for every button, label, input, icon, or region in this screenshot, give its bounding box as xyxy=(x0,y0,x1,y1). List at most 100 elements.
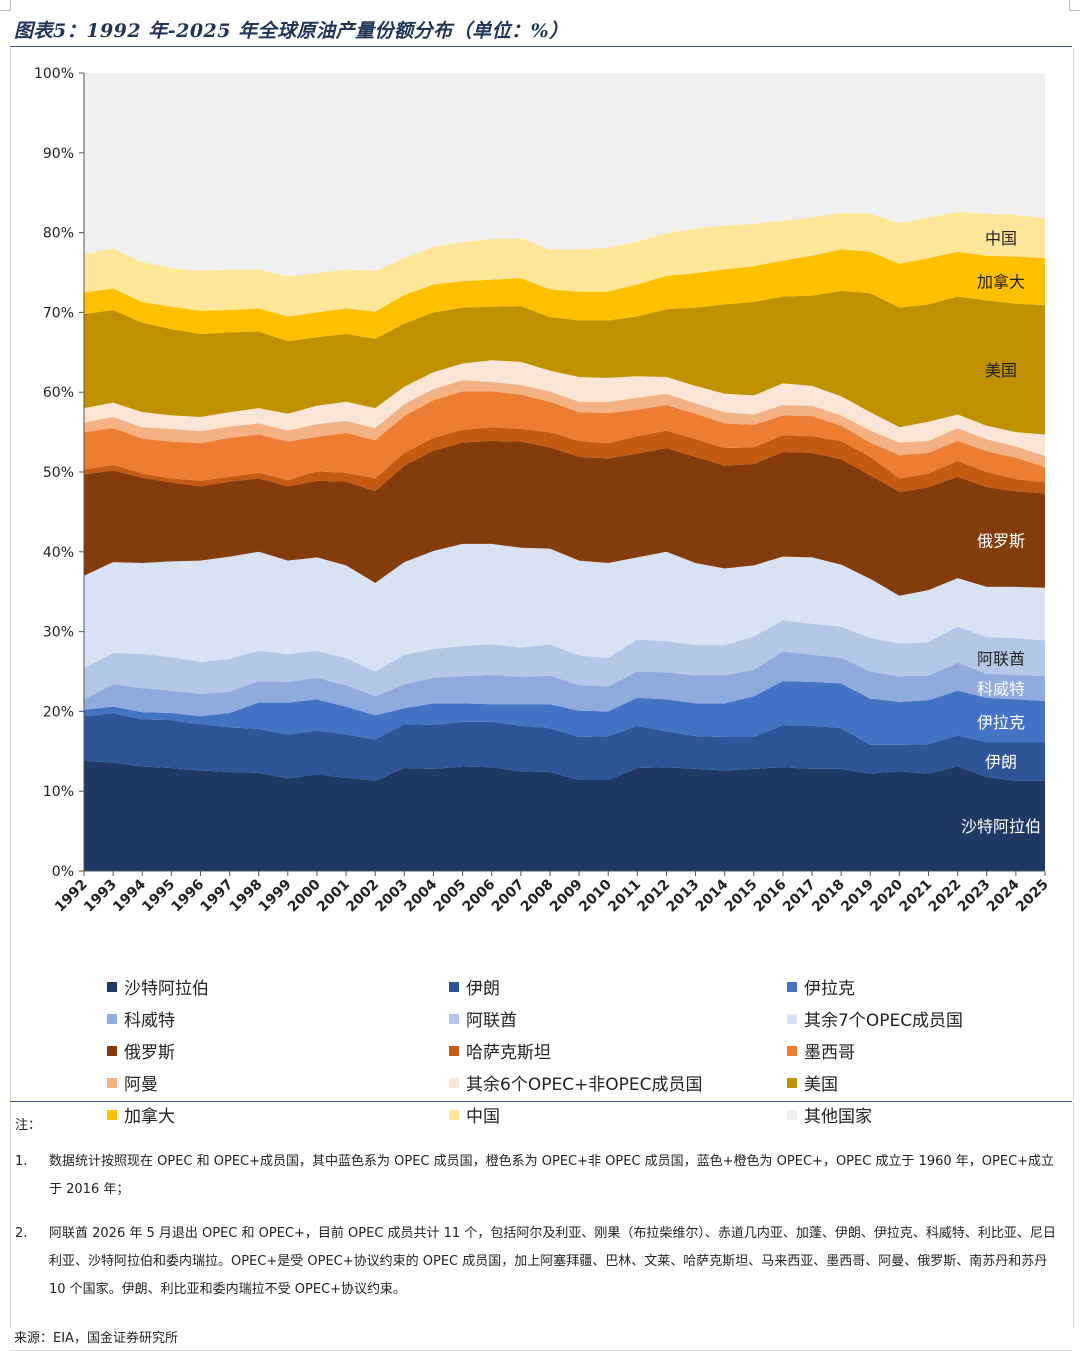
x-tick-label: 2001 xyxy=(314,877,353,916)
x-tick-label: 2002 xyxy=(343,877,382,916)
corner-mark xyxy=(1069,0,1080,11)
legend-item: 其余7个OPEC成员国 xyxy=(787,1006,963,1031)
y-tick-label: 0% xyxy=(52,864,74,880)
legend-item: 沙特阿拉伯 xyxy=(107,974,209,999)
note-item: 2. 阿联酋 2026 年 5 月退出 OPEC 和 OPEC+，目前 OPEC… xyxy=(15,1220,1067,1304)
notes-section: 注： 1. 数据统计按照现在 OPEC 和 OPEC+成员国，其中蓝色系为 OP… xyxy=(10,1102,1074,1328)
series-label: 科威特 xyxy=(977,680,1025,699)
legend-item: 墨西哥 xyxy=(787,1038,855,1063)
legend-swatch xyxy=(787,1077,797,1088)
legend-label: 阿联酋 xyxy=(466,1011,517,1031)
legend-item: 其他国家 xyxy=(787,1102,872,1127)
x-tick-label: 2011 xyxy=(605,877,644,916)
x-tick-label: 2013 xyxy=(664,877,703,916)
x-tick-label: 1993 xyxy=(81,877,120,916)
y-tick-label: 90% xyxy=(43,146,74,162)
area-series-9 xyxy=(84,391,1045,483)
legend-label: 其余7个OPEC成员国 xyxy=(804,1011,964,1031)
legend-swatch xyxy=(449,981,459,992)
legend-swatch xyxy=(107,1077,117,1088)
area-series-8 xyxy=(84,427,1045,494)
legend-label: 沙特阿拉伯 xyxy=(124,979,209,999)
notes-heading: 注： xyxy=(15,1118,42,1133)
note-text: 数据统计按照现在 OPEC 和 OPEC+成员国，其中蓝色系为 OPEC 成员国… xyxy=(49,1154,1055,1197)
x-tick-label: 2017 xyxy=(780,877,819,916)
series-label: 伊朗 xyxy=(985,753,1017,772)
x-tick-label: 1999 xyxy=(256,877,295,916)
area-series-10 xyxy=(84,380,1045,468)
x-tick-label: 2022 xyxy=(926,877,965,916)
x-tick-label: 2025 xyxy=(1013,877,1052,916)
source-note: 来源：EIA，国金证券研究所 xyxy=(14,1331,178,1346)
x-tick-label: 2019 xyxy=(838,877,877,916)
area-series-12 xyxy=(84,290,1045,435)
legend-swatch xyxy=(449,1077,459,1088)
legend-swatch xyxy=(787,1013,797,1024)
y-tick-label: 40% xyxy=(43,545,74,561)
y-tick-label: 50% xyxy=(43,465,74,481)
legend-label: 其他国家 xyxy=(804,1107,872,1127)
x-tick-label: 1998 xyxy=(227,877,266,916)
notes-rule xyxy=(10,1101,1072,1102)
series-label: 伊拉克 xyxy=(977,713,1025,732)
series-label: 中国 xyxy=(985,229,1017,248)
legend-item: 阿联酋 xyxy=(449,1006,517,1031)
area-series-3 xyxy=(84,681,1045,745)
x-tick-label: 1997 xyxy=(198,877,237,916)
series-label: 沙特阿拉伯 xyxy=(961,817,1041,836)
series-label: 美国 xyxy=(985,361,1017,380)
legend-item: 俄罗斯 xyxy=(107,1038,175,1063)
legend-swatch xyxy=(449,1109,459,1120)
x-tick-label: 2003 xyxy=(372,877,411,916)
legend-label: 其余6个OPEC+非OPEC成员国 xyxy=(466,1075,703,1095)
x-tick-label: 2012 xyxy=(634,877,673,916)
legend-item: 美国 xyxy=(787,1070,838,1095)
legend-swatch xyxy=(449,1013,459,1024)
legend-swatch xyxy=(787,1045,797,1056)
legend-item: 阿曼 xyxy=(107,1070,158,1095)
note-number: 1. xyxy=(15,1154,28,1169)
legend-label: 阿曼 xyxy=(124,1075,158,1095)
x-tick-label: 2007 xyxy=(489,877,528,916)
y-tick-label: 60% xyxy=(43,385,74,401)
area-series-14 xyxy=(84,211,1045,317)
legend-item: 伊拉克 xyxy=(787,974,855,999)
area-series-7 xyxy=(84,440,1045,596)
legend-swatch xyxy=(107,1013,117,1024)
legend-swatch xyxy=(787,1109,797,1120)
y-tick-label: 100% xyxy=(34,66,74,82)
legend-label: 墨西哥 xyxy=(804,1043,855,1063)
legend-swatch xyxy=(107,1109,117,1120)
series-label: 俄罗斯 xyxy=(977,532,1025,551)
x-tick-label: 1995 xyxy=(139,877,178,916)
x-tick-label: 1996 xyxy=(168,877,207,916)
legend-item: 科威特 xyxy=(107,1006,175,1031)
legend-label: 科威特 xyxy=(124,1011,175,1031)
note-item: 1. 数据统计按照现在 OPEC 和 OPEC+成员国，其中蓝色系为 OPEC … xyxy=(15,1148,1067,1204)
y-tick-label: 20% xyxy=(43,704,74,720)
legend-label: 俄罗斯 xyxy=(124,1043,175,1063)
series-label: 阿联酋 xyxy=(977,649,1025,668)
legend-label: 伊拉克 xyxy=(804,979,855,999)
area-series-6 xyxy=(84,543,1045,672)
area-series-13 xyxy=(84,249,1045,342)
legend-item: 哈萨克斯坦 xyxy=(449,1038,551,1063)
legend-item: 加拿大 xyxy=(107,1102,175,1127)
note-text: 阿联酋 2026 年 5 月退出 OPEC 和 OPEC+，目前 OPEC 成员… xyxy=(49,1226,1056,1297)
x-tick-label: 1992 xyxy=(52,877,91,916)
legend-swatch xyxy=(449,1045,459,1056)
area-series-5 xyxy=(84,620,1045,700)
legend-item: 其余6个OPEC+非OPEC成员国 xyxy=(449,1070,703,1095)
x-tick-label: 2006 xyxy=(460,877,499,916)
legend-swatch xyxy=(107,981,117,992)
x-tick-label: 2008 xyxy=(518,877,557,916)
area-series-15 xyxy=(84,73,1045,277)
legend-label: 中国 xyxy=(466,1107,500,1127)
area-series-2 xyxy=(84,713,1045,781)
x-tick-label: 2015 xyxy=(722,877,761,916)
x-tick-label: 2009 xyxy=(547,877,586,916)
series-label: 加拿大 xyxy=(977,273,1025,292)
figure-title: 图表5：1992 年-2025 年全球原油产量份额分布（单位：%） xyxy=(14,20,569,42)
legend-label: 加拿大 xyxy=(124,1107,175,1127)
